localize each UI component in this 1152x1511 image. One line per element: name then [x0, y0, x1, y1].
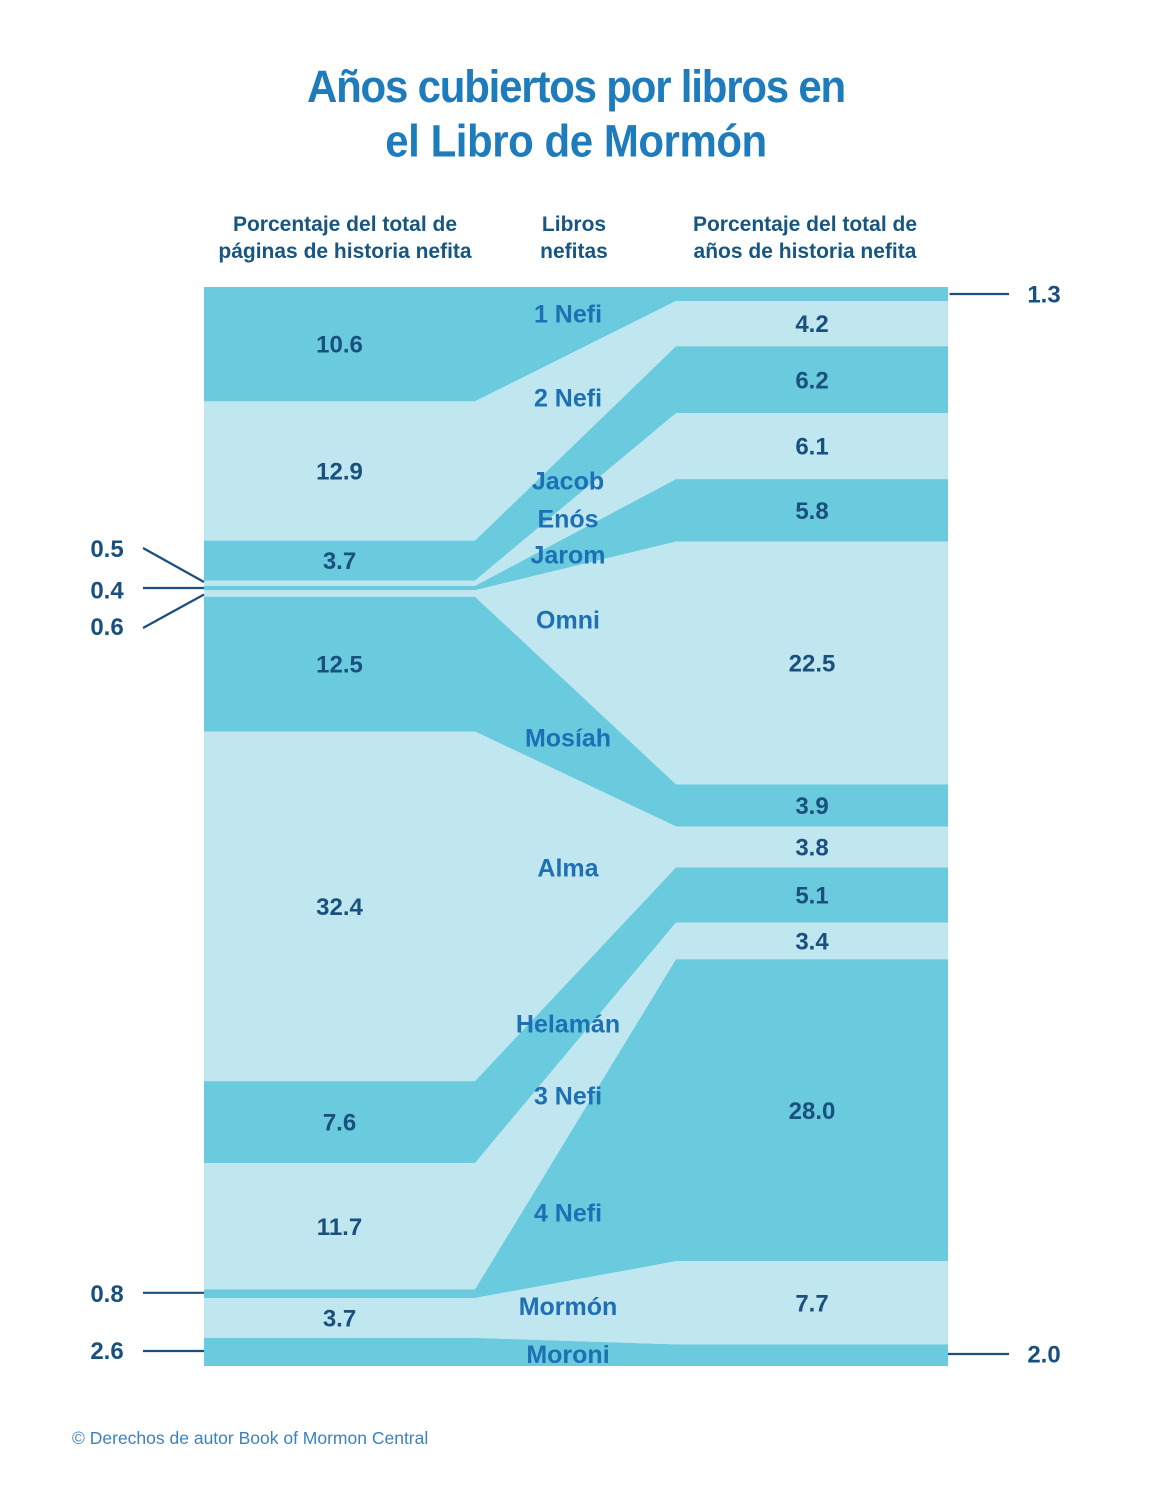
svg-text:3.9: 3.9 [795, 793, 828, 820]
svg-text:4 Nefi: 4 Nefi [534, 1200, 602, 1228]
svg-text:28.0: 28.0 [789, 1098, 836, 1125]
svg-text:Alma: Alma [537, 855, 599, 883]
svg-text:Moroni: Moroni [526, 1341, 609, 1369]
svg-text:2 Nefi: 2 Nefi [534, 385, 602, 413]
svg-text:7.7: 7.7 [795, 1290, 828, 1317]
svg-text:Porcentaje del total de: Porcentaje del total de [233, 213, 457, 236]
svg-text:© Derechos de autor Book of Mo: © Derechos de autor Book of Mormon Centr… [72, 1428, 428, 1448]
svg-text:3.7: 3.7 [323, 548, 356, 575]
svg-text:6.1: 6.1 [795, 434, 828, 461]
svg-text:3.7: 3.7 [323, 1306, 356, 1333]
svg-text:Años cubiertos por libros en: Años cubiertos por libros en [307, 62, 845, 113]
svg-text:3 Nefi: 3 Nefi [534, 1083, 602, 1111]
svg-text:Mosíah: Mosíah [525, 725, 611, 753]
svg-text:Jarom: Jarom [530, 542, 605, 570]
svg-text:12.9: 12.9 [316, 459, 363, 486]
svg-text:10.6: 10.6 [316, 332, 363, 359]
svg-text:Porcentaje del total de: Porcentaje del total de [693, 213, 917, 236]
svg-text:1 Nefi: 1 Nefi [534, 301, 602, 329]
svg-text:32.4: 32.4 [316, 894, 363, 921]
svg-text:1.3: 1.3 [1027, 282, 1060, 309]
svg-text:0.8: 0.8 [90, 1281, 123, 1308]
svg-text:2.6: 2.6 [90, 1338, 123, 1365]
svg-text:Omni: Omni [536, 607, 600, 635]
svg-text:7.6: 7.6 [323, 1110, 356, 1137]
svg-text:12.5: 12.5 [316, 652, 363, 679]
svg-text:0.6: 0.6 [90, 614, 123, 641]
svg-text:6.2: 6.2 [795, 367, 828, 394]
svg-text:Jacob: Jacob [532, 468, 604, 496]
svg-text:11.7: 11.7 [317, 1214, 362, 1241]
svg-text:5.1: 5.1 [795, 883, 828, 910]
svg-text:5.8: 5.8 [795, 498, 828, 525]
svg-text:3.8: 3.8 [795, 835, 828, 862]
svg-text:22.5: 22.5 [789, 651, 836, 678]
svg-text:Mormón: Mormón [519, 1293, 618, 1321]
svg-text:nefitas: nefitas [540, 240, 608, 263]
svg-text:0.5: 0.5 [90, 536, 123, 563]
svg-text:2.0: 2.0 [1027, 1341, 1060, 1368]
svg-text:páginas de historia nefita: páginas de historia nefita [218, 240, 472, 263]
svg-text:Enós: Enós [537, 506, 598, 534]
svg-text:3.4: 3.4 [795, 928, 829, 955]
svg-text:Libros: Libros [542, 213, 606, 236]
svg-text:el Libro de Mormón: el Libro de Mormón [385, 116, 766, 167]
svg-text:4.2: 4.2 [795, 311, 828, 338]
svg-text:años de historia nefita: años de historia nefita [694, 240, 917, 263]
svg-text:0.4: 0.4 [90, 578, 124, 605]
svg-text:Helamán: Helamán [516, 1011, 620, 1039]
